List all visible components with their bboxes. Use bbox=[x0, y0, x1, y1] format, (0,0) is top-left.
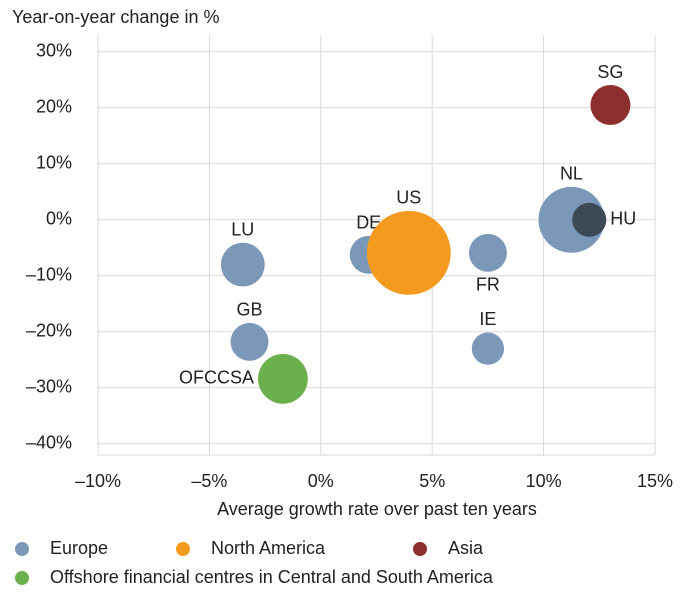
y-tick-label: –40% bbox=[26, 433, 72, 453]
point-label: DE bbox=[356, 213, 381, 233]
point-label: SG bbox=[597, 62, 623, 82]
legend-marker bbox=[15, 571, 29, 585]
legend-marker bbox=[413, 542, 427, 556]
y-axis-title: Year-on-year change in % bbox=[12, 7, 219, 27]
bubble bbox=[590, 85, 631, 125]
legend-label: North America bbox=[211, 538, 326, 558]
bubble bbox=[468, 233, 507, 272]
point-label: OFCCSA bbox=[179, 368, 254, 388]
x-tick-label: 5% bbox=[419, 471, 445, 491]
bubble bbox=[366, 210, 451, 295]
y-tick-label: –10% bbox=[26, 265, 72, 285]
y-tick-label: –20% bbox=[26, 321, 72, 341]
x-tick-label: 0% bbox=[308, 471, 334, 491]
legend-label: Asia bbox=[448, 538, 484, 558]
point-label: GB bbox=[236, 300, 262, 320]
point-label: FR bbox=[476, 275, 500, 295]
point-label: IE bbox=[479, 309, 496, 329]
legend-label: Europe bbox=[50, 538, 108, 558]
legend-marker bbox=[15, 542, 29, 556]
x-tick-label: –5% bbox=[191, 471, 227, 491]
x-axis-title: Average growth rate over past ten years bbox=[217, 499, 537, 519]
bubble bbox=[572, 202, 607, 237]
x-tick-label: 10% bbox=[526, 471, 562, 491]
bubble bbox=[258, 353, 308, 404]
y-tick-label: 0% bbox=[46, 209, 72, 229]
legend-marker bbox=[176, 542, 190, 556]
legend-label: Offshore financial centres in Central an… bbox=[50, 567, 494, 587]
bubble bbox=[230, 322, 269, 361]
point-label: HU bbox=[610, 209, 636, 229]
point-label: LU bbox=[231, 219, 254, 239]
bubble bbox=[471, 332, 505, 365]
y-tick-label: –30% bbox=[26, 377, 72, 397]
y-tick-label: 10% bbox=[36, 153, 72, 173]
point-label: NL bbox=[560, 164, 583, 184]
y-tick-label: 20% bbox=[36, 97, 72, 117]
point-label: US bbox=[396, 188, 421, 208]
y-tick-label: 30% bbox=[36, 41, 72, 61]
x-tick-label: –10% bbox=[75, 471, 121, 491]
bubble bbox=[220, 242, 265, 287]
x-tick-label: 15% bbox=[637, 471, 673, 491]
